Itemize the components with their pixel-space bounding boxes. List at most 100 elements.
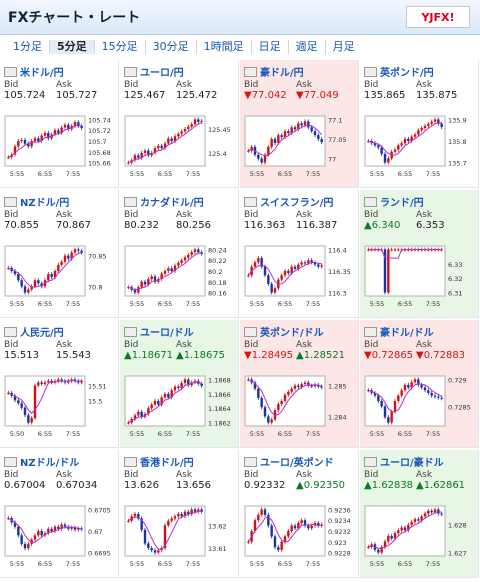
tab-2[interactable]: 15分足 xyxy=(95,40,146,54)
candle-body xyxy=(303,520,307,526)
candlestick-chart[interactable]: 0.6705 0.67 0.6695 5:55 6:55 7:55 xyxy=(3,504,116,574)
pair-panel[interactable]: ユーロ/ドル Bid Ask ▲1.18671 ▲1.18675 1.1868 1.1866… xyxy=(120,320,239,448)
candlestick-chart[interactable]: 70.85 70.8 5:55 6:55 7:55 xyxy=(3,244,116,314)
candle-body xyxy=(410,521,413,525)
candle-body xyxy=(313,262,317,265)
pair-panel[interactable]: ユーロ/円 Bid Ask 125.467 125.472 125.45 125.4 5:55… xyxy=(120,60,239,188)
candlestick-chart[interactable]: 80.24 80.22 80.2 80.18 80.16 5:55 6:55 7:55 xyxy=(123,244,236,314)
candlestick-chart[interactable]: 15.51 15.5 5:50 6:55 7:55 xyxy=(3,374,116,444)
candlestick-chart[interactable]: 1.628 1.627 5:55 6:55 7:55 xyxy=(363,504,476,574)
y-tick-label: 1.1864 xyxy=(208,405,231,413)
tab-0[interactable]: 1分足 xyxy=(6,40,50,54)
pair-panel[interactable]: ランド/円 Bid Ask ▲6.340 6.353 6.33 6.32 6.31 5:55 6:… xyxy=(360,190,479,318)
candlestick-chart[interactable]: 0.729 0.7285 5:55 6:55 7:55 xyxy=(363,374,476,444)
moving-average-line xyxy=(368,383,442,413)
candle-body xyxy=(40,382,43,384)
pair-name-link[interactable]: NZドル/円 xyxy=(4,194,69,209)
candle-body xyxy=(197,249,200,253)
candlestick-chart[interactable]: 77.1 77.05 77 5:55 6:55 7:55 xyxy=(243,114,356,184)
ask-label: Ask xyxy=(56,340,73,350)
pair-panel[interactable]: ユーロ/豪ドル Bid Ask ▲1.62838 ▲1.62861 1.628 1.627 5… xyxy=(360,450,479,578)
candlestick-chart[interactable]: 0.9236 0.9234 0.9232 0.923 0.9228 5:55 6:55 7:5… xyxy=(243,504,356,574)
candle-body xyxy=(263,266,267,276)
candle-body xyxy=(440,123,443,127)
candle-body xyxy=(20,139,23,141)
candle-body xyxy=(173,136,177,141)
pair-panel[interactable]: 香港ドル/円 Bid Ask 13.626 13.656 13.62 13.61 5:55 6:… xyxy=(120,450,239,578)
pair-name-link[interactable]: スイスフラン/円 xyxy=(244,194,333,209)
candlestick-chart[interactable]: 135.9 135.8 135.7 5:55 6:55 7:55 xyxy=(363,114,476,184)
pair-name-link[interactable]: 米ドル/円 xyxy=(4,64,64,79)
pair-name-link[interactable]: カナダドル/円 xyxy=(124,194,204,209)
y-tick-label: 125.4 xyxy=(208,150,227,158)
pair-panel[interactable]: 豪ドル/円 Bid Ask ▼77.042 ▼77.049 77.1 77.05 77 5:55… xyxy=(240,60,359,188)
pair-name-link[interactable]: ユーロ/豪ドル xyxy=(364,454,444,469)
bid-value: 0.67004 xyxy=(4,480,46,491)
tab-6[interactable]: 週足 xyxy=(289,40,326,54)
pair-name-link[interactable]: ランド/円 xyxy=(364,194,424,209)
candlestick-chart[interactable]: 125.45 125.4 5:55 6:55 7:55 xyxy=(123,114,236,184)
tab-1[interactable]: 5分足 xyxy=(50,40,95,54)
candle-body xyxy=(293,385,297,389)
pair-name-link[interactable]: ユーロ/ドル xyxy=(124,324,194,339)
brand-logo[interactable]: YJFX! xyxy=(406,6,470,28)
pair-name-link[interactable]: 香港ドル/円 xyxy=(124,454,194,469)
pair-panel[interactable]: NZドル/ドル Bid Ask 0.67004 0.67034 0.6705 0.67 0.6… xyxy=(0,450,119,578)
candlestick-chart[interactable]: 6.33 6.32 6.31 5:55 6:55 7:55 xyxy=(363,244,476,314)
candle-body xyxy=(23,407,27,416)
candle-body xyxy=(147,543,150,549)
candle-body xyxy=(313,384,317,387)
candle-body xyxy=(280,401,283,405)
pair-panel[interactable]: 人民元/円 Bid Ask 15.513 15.543 15.51 15.5 5:50 6:55… xyxy=(0,320,119,448)
tab-4[interactable]: 1時間足 xyxy=(197,40,252,54)
bid-label: Bid xyxy=(124,80,139,90)
candle-body xyxy=(60,261,63,265)
x-tick-label: 7:55 xyxy=(66,560,81,568)
y-tick-label: 116.4 xyxy=(328,246,347,254)
x-tick-label: 5:55 xyxy=(250,170,265,178)
candle-body xyxy=(137,513,140,519)
pair-name-link[interactable]: ユーロ/円 xyxy=(124,64,184,79)
pair-panel[interactable]: 米ドル/円 Bid Ask 105.724 105.727 105.74 105.72 105… xyxy=(0,60,119,188)
pair-panel[interactable]: 英ポンド/ドル Bid Ask ▼1.28495 ▲1.28521 1.285 1.284 5… xyxy=(240,320,359,448)
candlestick-chart[interactable]: 116.4 116.35 116.3 5:55 6:55 7:55 xyxy=(243,244,356,314)
pair-name-link[interactable]: 英ポンド/円 xyxy=(364,64,434,79)
candle-body xyxy=(430,121,433,124)
pair-panel[interactable]: スイスフラン/円 Bid Ask 116.363 116.387 116.4 116.35 1… xyxy=(240,190,359,318)
candlestick-chart[interactable]: 105.74 105.72 105.7 105.68 105.66 5:55 6:55 7:5… xyxy=(3,114,116,184)
pair-panel[interactable]: ユーロ/英ポンド Bid Ask 0.92332 ▲0.92350 0.9236 0.923… xyxy=(240,450,359,578)
pair-panel[interactable]: 豪ドル/ドル Bid Ask ▼0.72865 ▼0.72883 0.729 0.7285 5… xyxy=(360,320,479,448)
pair-panel[interactable]: 英ポンド/円 Bid Ask 135.865 135.875 135.9 135.8 135.… xyxy=(360,60,479,188)
pair-name-link[interactable]: ユーロ/英ポンド xyxy=(244,454,334,469)
candlestick-chart[interactable]: 1.1868 1.1866 1.1864 1.1862 5:55 6:55 7:55 xyxy=(123,374,236,444)
ask-value: ▲1.18675 xyxy=(176,350,226,361)
tab-3[interactable]: 30分足 xyxy=(146,40,197,54)
pair-panel[interactable]: NZドル/円 Bid Ask 70.855 70.867 70.85 70.8 5:55 6:5… xyxy=(0,190,119,318)
pair-name-link[interactable]: 豪ドル/円 xyxy=(244,64,304,79)
moving-average-line xyxy=(8,380,82,415)
flag-icon xyxy=(364,67,377,77)
candle-body xyxy=(270,139,273,147)
candle-body xyxy=(413,379,417,383)
candle-body xyxy=(143,150,147,153)
candle-body xyxy=(47,380,50,383)
tab-5[interactable]: 日足 xyxy=(252,40,289,54)
flag-icon xyxy=(364,327,377,337)
candle-body xyxy=(403,138,407,144)
candlestick-chart[interactable]: 13.62 13.61 5:55 6:55 7:55 xyxy=(123,504,236,574)
candle-body xyxy=(393,149,397,152)
bid-label: Bid xyxy=(364,210,379,220)
pair-name-link[interactable]: 豪ドル/ドル xyxy=(364,324,434,339)
candlestick-chart[interactable]: 1.285 1.284 5:55 6:55 7:55 xyxy=(243,374,356,444)
pair-name-link[interactable]: NZドル/ドル xyxy=(4,454,79,469)
x-tick-label: 6:55 xyxy=(158,560,173,568)
moving-average-line xyxy=(247,262,322,285)
tab-7[interactable]: 月足 xyxy=(332,40,355,53)
pair-panel[interactable]: カナダドル/円 Bid Ask 80.232 80.256 80.24 80.22 80.2 8… xyxy=(120,190,239,318)
candle-body xyxy=(133,415,137,419)
candle-body xyxy=(197,119,200,122)
x-tick-label: 6:55 xyxy=(278,430,293,438)
pair-name-link[interactable]: 人民元/円 xyxy=(4,324,64,339)
candle-body xyxy=(417,130,420,135)
pair-name-link[interactable]: 英ポンド/ドル xyxy=(244,324,324,339)
